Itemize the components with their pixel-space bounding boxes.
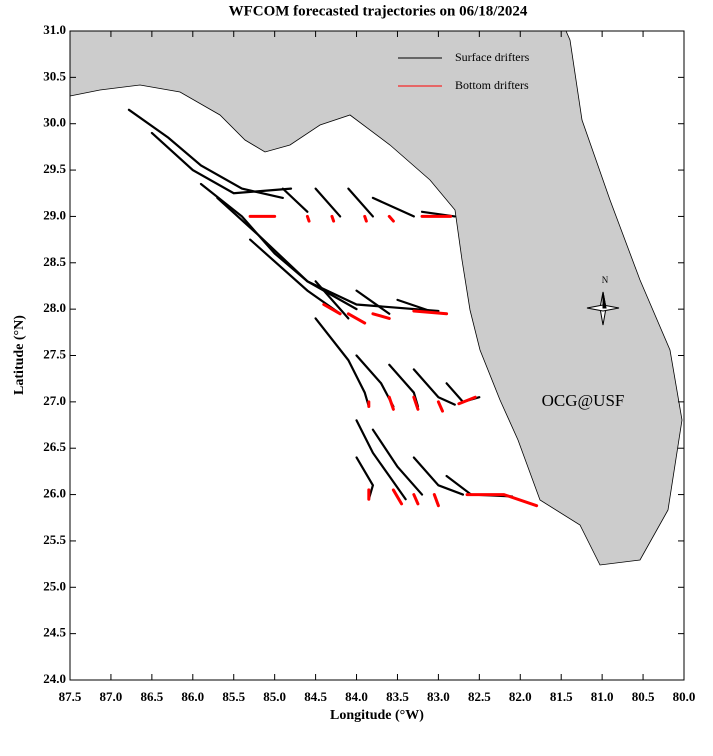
trajectory: [412, 456, 465, 496]
trajectory: [355, 289, 391, 315]
x-axis-label: Longitude (°W): [330, 708, 424, 723]
x-tick-label: 87.5: [59, 689, 82, 704]
y-tick-label: 29.0: [43, 207, 66, 222]
trajectory: [457, 395, 477, 406]
x-tick-label: 86.0: [181, 689, 204, 704]
y-tick-label: 26.5: [43, 439, 66, 454]
legend-label: Surface drifters: [455, 50, 530, 64]
legend-label: Bottom drifters: [455, 78, 529, 92]
y-tick-label: 26.0: [43, 486, 66, 501]
trajectory: [412, 309, 449, 316]
y-tick-label: 24.0: [43, 671, 66, 686]
trajectory: [396, 298, 432, 313]
y-tick-label: 24.5: [43, 625, 66, 640]
x-tick-label: 86.5: [140, 689, 163, 704]
x-tick-label: 85.0: [263, 689, 286, 704]
trajectory: [346, 312, 367, 325]
y-tick-label: 30.5: [43, 68, 66, 83]
trajectory: [314, 280, 350, 320]
trajectory: [347, 187, 375, 218]
y-tick-label: 28.0: [43, 300, 66, 315]
trajectory: [432, 493, 440, 508]
trajectory: [330, 214, 336, 223]
trajectory: [249, 238, 342, 315]
trajectory: [216, 196, 358, 311]
compass: [586, 291, 620, 326]
annotation: OCG@USF: [542, 391, 625, 410]
trajectory: [199, 182, 440, 313]
trajectory: [371, 312, 391, 320]
x-tick-label: 81.0: [591, 689, 614, 704]
y-axis-label: Latitude (°N): [12, 315, 27, 395]
trajectory: [322, 303, 342, 316]
x-tick-label: 80.0: [673, 689, 696, 704]
trajectory: [305, 214, 311, 223]
trajectory: [281, 187, 309, 213]
trajectory: [465, 493, 539, 508]
x-tick-label: 84.0: [345, 689, 368, 704]
x-tick-label: 85.5: [222, 689, 245, 704]
trajectory: [412, 395, 420, 411]
trajectory: [363, 214, 368, 223]
compass-label: N: [602, 275, 609, 285]
trajectory: [314, 187, 342, 218]
chart-title: WFCOM forecasted trajectories on 06/18/2…: [229, 3, 528, 19]
land: [69, 30, 683, 566]
y-tick-label: 28.5: [43, 254, 66, 269]
y-tick-label: 29.5: [43, 161, 66, 176]
trajectory: [391, 488, 404, 506]
trajectory: [436, 400, 444, 413]
trajectory: [387, 395, 395, 411]
y-tick-label: 25.0: [43, 578, 66, 593]
y-tick-label: 31.0: [43, 22, 66, 37]
x-tick-label: 87.0: [100, 689, 123, 704]
x-tick-label: 83.5: [386, 689, 409, 704]
x-tick-label: 81.5: [550, 689, 573, 704]
trajectory: [355, 354, 395, 408]
y-tick-label: 27.5: [43, 346, 66, 361]
y-tick-label: 25.5: [43, 532, 66, 547]
x-tick-label: 80.5: [632, 689, 655, 704]
trajectory: [355, 456, 375, 501]
x-tick-label: 82.5: [468, 689, 491, 704]
trajectory: [371, 196, 415, 218]
trajectory: [371, 428, 424, 496]
trajectory: [355, 419, 407, 501]
trajectory: [412, 493, 420, 506]
x-tick-label: 84.5: [304, 689, 327, 704]
y-tick-label: 27.0: [43, 393, 66, 408]
trajectory: [314, 317, 370, 408]
trajectory: [387, 214, 395, 223]
x-tick-label: 83.0: [427, 689, 450, 704]
y-tick-label: 30.0: [43, 115, 66, 130]
x-tick-label: 82.0: [509, 689, 532, 704]
trajectory: [412, 368, 456, 406]
trajectory: [150, 131, 293, 195]
